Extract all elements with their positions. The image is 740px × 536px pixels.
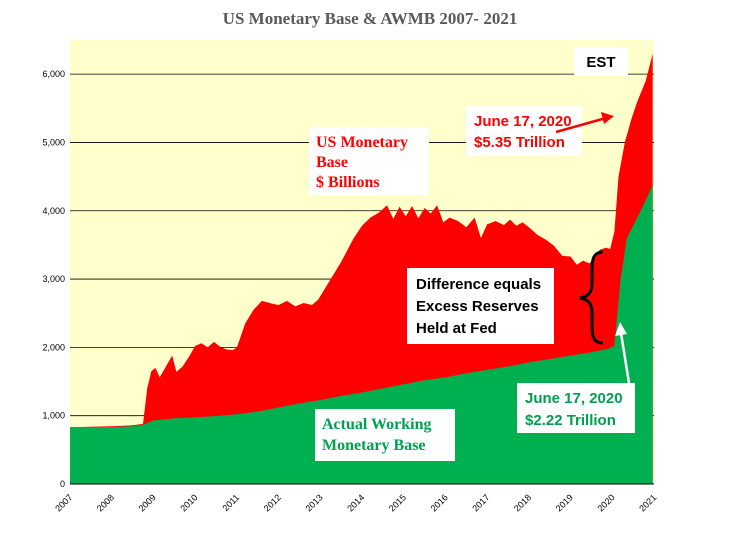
est-label-box: EST [574,47,628,75]
awmb-callout-box: June 17, 2020 $2.22 Trillion [517,383,635,433]
est-label: EST [586,54,615,71]
monetary-base-callout-arrow [555,112,614,134]
y-tick-label: 2,000 [42,342,65,352]
y-tick-label: 4,000 [42,206,65,216]
area-awmb [70,184,653,485]
difference-label-box: Difference equals Excess Reserves Held a… [407,268,554,344]
monetary-base-label-line1: US Monetary [316,134,408,151]
area-series [70,53,654,485]
awmb-callout-value: $2.22 Trillion [525,412,616,429]
awmb-label-line2: Monetary Base [322,437,426,454]
y-tick-label: 5,000 [42,137,65,147]
monetary-base-label-box: US Monetary Base $ Billions [309,127,429,195]
difference-brace [579,250,604,345]
awmb-callout-date: June 17, 2020 [525,390,623,407]
monetary-base-callout-date: June 17, 2020 [474,113,572,130]
monetary-base-label-line2: Base [316,154,348,171]
awmb-callout-arrow [615,322,631,384]
y-tick-label: 0 [60,479,65,489]
y-tick-label: 1,000 [42,411,65,421]
chart-title: US Monetary Base & AWMB 2007- 2021 [223,9,518,28]
y-tick-label: 6,000 [42,69,65,79]
difference-label-line1: Difference equals [416,276,541,293]
awmb-label-line1: Actual Working [322,416,432,433]
difference-label-line3: Held at Fed [416,320,497,337]
awmb-label-box: Actual Working Monetary Base [315,409,455,461]
monetary-base-label-line3: $ Billions [316,174,380,191]
y-tick-label: 3,000 [42,274,65,284]
monetary-base-callout-value: $5.35 Trillion [474,134,565,151]
difference-label-line2: Excess Reserves [416,298,539,315]
monetary-base-callout-box: June 17, 2020 $5.35 Trillion [466,106,582,156]
y-axis-ticks: 0 1,000 2,000 3,000 4,000 5,000 6,000 [42,69,65,489]
